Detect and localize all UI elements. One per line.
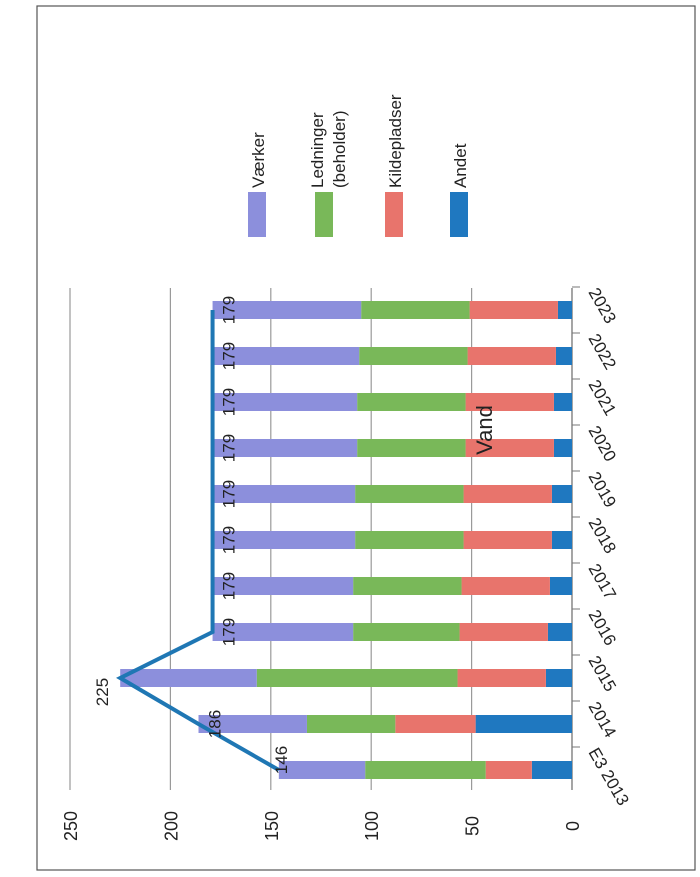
- category-label: 2015: [585, 653, 620, 695]
- bar-segment: [467, 347, 556, 365]
- bar-segment: [212, 393, 358, 411]
- category-label: 2017: [585, 561, 620, 603]
- line-data-label: 179: [220, 526, 239, 554]
- value-tick-label: 0: [563, 821, 583, 831]
- total-line: [116, 310, 280, 772]
- bar-segment: [465, 393, 554, 411]
- bar-segment: [256, 669, 458, 687]
- value-tick-label: 50: [463, 816, 483, 836]
- line-data-label: 146: [272, 746, 291, 774]
- bar-segment: [485, 761, 532, 779]
- bar-segment: [359, 347, 468, 365]
- line-data-label: 225: [93, 678, 112, 706]
- bar-segment: [531, 761, 572, 779]
- category-label: 2021: [585, 377, 620, 419]
- category-label: 2022: [585, 331, 620, 373]
- value-tick-label: 250: [61, 811, 81, 841]
- bar-segment: [551, 485, 572, 503]
- bar-segment: [357, 393, 466, 411]
- legend: Værker Ledninger (beholder) Kildepladser And…: [248, 94, 470, 237]
- bar-segment: [357, 439, 466, 457]
- bar-segment: [306, 715, 396, 733]
- bar-segment: [212, 531, 356, 549]
- bar-segment: [365, 761, 486, 779]
- line-data-label: 186: [206, 710, 225, 738]
- bar-segment: [120, 669, 257, 687]
- bar-segment: [361, 301, 470, 319]
- line-data-label: 179: [220, 388, 239, 416]
- bar-segment: [549, 577, 572, 595]
- bar-segment: [547, 623, 572, 641]
- value-tick-label: 100: [362, 811, 382, 841]
- bar-segment: [395, 715, 476, 733]
- category-label: 2020: [585, 423, 620, 465]
- value-axis: 0 50 100 150 200 250: [61, 811, 583, 841]
- bar-segment: [355, 485, 464, 503]
- category-label: E3 2013: [585, 745, 633, 809]
- line-data-label: 179: [220, 572, 239, 600]
- bar-segment: [459, 623, 548, 641]
- legend-label: Andet: [451, 143, 470, 188]
- category-label: 2019: [585, 469, 620, 511]
- legend-swatch: [385, 192, 403, 237]
- bar-segment: [469, 301, 558, 319]
- category-axis: E3 2013 2014 2015 2016 2017 2018 2019 2020 2021 2…: [585, 285, 633, 809]
- bar-segment: [465, 439, 554, 457]
- category-label: 2014: [585, 699, 620, 741]
- bar-segment: [475, 715, 572, 733]
- bar-segment: [212, 485, 356, 503]
- chart-frame: [36, 5, 696, 871]
- bar-segment: [555, 347, 572, 365]
- bar-segment: [353, 577, 462, 595]
- bar-segment: [212, 347, 360, 365]
- line-data-label: 179: [220, 618, 239, 646]
- bar-segment: [461, 577, 550, 595]
- bar-segment: [463, 531, 552, 549]
- legend-label: Værker: [249, 132, 268, 188]
- value-tick-label: 200: [161, 811, 181, 841]
- legend-swatch: [248, 192, 266, 237]
- line-data-label: 179: [220, 296, 239, 324]
- line-data-label: 179: [220, 342, 239, 370]
- bar-segment: [553, 393, 572, 411]
- bar-segment: [557, 301, 572, 319]
- bar-segment: [545, 669, 572, 687]
- legend-label: (beholder): [330, 111, 349, 189]
- bar-segment: [457, 669, 546, 687]
- bar-segment: [353, 623, 460, 641]
- value-tick-label: 150: [262, 811, 282, 841]
- category-label: 2023: [585, 285, 620, 327]
- bar-segment: [212, 301, 362, 319]
- line-data-label: 179: [220, 480, 239, 508]
- category-label: 2016: [585, 607, 620, 649]
- category-label: 2018: [585, 515, 620, 557]
- bar-segment: [463, 485, 552, 503]
- bar-segment: [355, 531, 464, 549]
- legend-label: Ledninger: [308, 112, 327, 188]
- bar-segment: [212, 439, 358, 457]
- chart-title: Vand: [472, 405, 497, 455]
- line-data-label: 179: [220, 434, 239, 462]
- bar-segment: [212, 577, 354, 595]
- bar-segment: [212, 623, 354, 641]
- legend-swatch: [315, 192, 333, 237]
- bar-segment: [551, 531, 572, 549]
- bar-segment: [278, 761, 366, 779]
- bar-segment: [198, 715, 307, 733]
- legend-swatch: [450, 192, 468, 237]
- plot-area: 146 186 225 179 179 179 179 179 179 179 179: [69, 286, 580, 790]
- legend-label: Kildepladser: [386, 94, 405, 188]
- bar-segment: [553, 439, 572, 457]
